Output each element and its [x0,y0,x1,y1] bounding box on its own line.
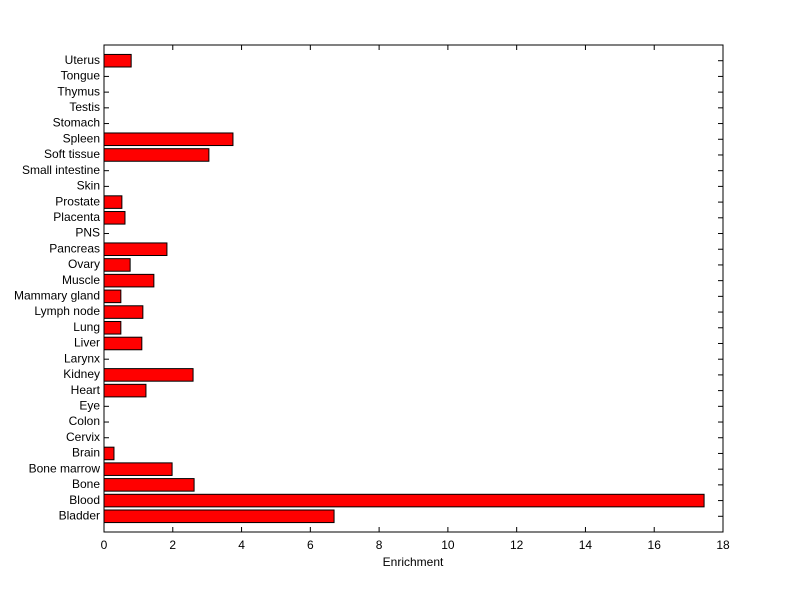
bar [103,211,126,225]
y-tick-label: Placenta [53,210,100,224]
y-tick-label: Lung [73,320,100,334]
x-tick-label: 6 [307,538,314,552]
y-tick-label: Brain [72,446,100,460]
y-tick-label: Stomach [53,116,100,130]
y-tick-label: Eye [79,398,100,412]
y-tick-label: Bone marrow [29,461,101,475]
bar [103,289,122,304]
x-tick-label: 16 [648,538,662,552]
bar [103,148,210,162]
y-tick-label: Larynx [64,351,100,365]
bar [103,509,335,524]
x-tick-label: 10 [441,538,455,552]
bar [103,242,168,257]
y-tick-label: Bone [72,477,100,491]
x-tick-label: 12 [510,538,524,552]
y-tick-label: Bladder [59,508,100,522]
bar [103,132,234,147]
bar [103,53,132,68]
y-tick-label: Uterus [65,53,100,67]
x-tick-label: 4 [238,538,245,552]
y-tick-label: Small intestine [22,163,100,177]
bar [103,368,194,382]
bar [103,305,144,319]
x-tick-label: 14 [579,538,593,552]
y-tick-label: Colon [69,414,100,428]
bar [103,320,122,335]
bar [103,258,131,272]
y-tick-label: Ovary [68,257,100,271]
y-tick-label: Spleen [63,131,100,145]
bar [103,493,705,508]
y-tick-label: Prostate [55,194,100,208]
bar [103,273,155,288]
x-tick-label: 0 [101,538,108,552]
x-axis-label: Enrichment [383,555,444,569]
x-tick-label: 18 [716,538,730,552]
bar [103,446,115,461]
y-tick-label: PNS [75,226,100,240]
plot-area [103,44,724,533]
y-tick-label: Skin [77,179,100,193]
bar [103,383,147,398]
bar [103,462,173,476]
y-tick-label: Testis [69,100,100,114]
y-tick-label: Heart [71,383,101,397]
x-tick-label: 8 [376,538,383,552]
y-tick-label: Tongue [61,69,101,83]
y-tick-label: Soft tissue [44,147,100,161]
y-tick-label: Cervix [66,430,100,444]
y-tick-label: Pancreas [49,241,100,255]
y-tick-label: Kidney [63,367,100,381]
y-tick-label: Blood [69,493,100,507]
y-tick-label: Thymus [57,84,100,98]
x-tick-label: 2 [169,538,176,552]
bar [103,478,195,492]
y-tick-label: Lymph node [34,304,100,318]
y-tick-label: Mammary gland [14,289,100,303]
bar [103,336,143,351]
bar [103,195,123,209]
y-tick-label: Muscle [62,273,100,287]
y-tick-label: Liver [74,336,100,350]
